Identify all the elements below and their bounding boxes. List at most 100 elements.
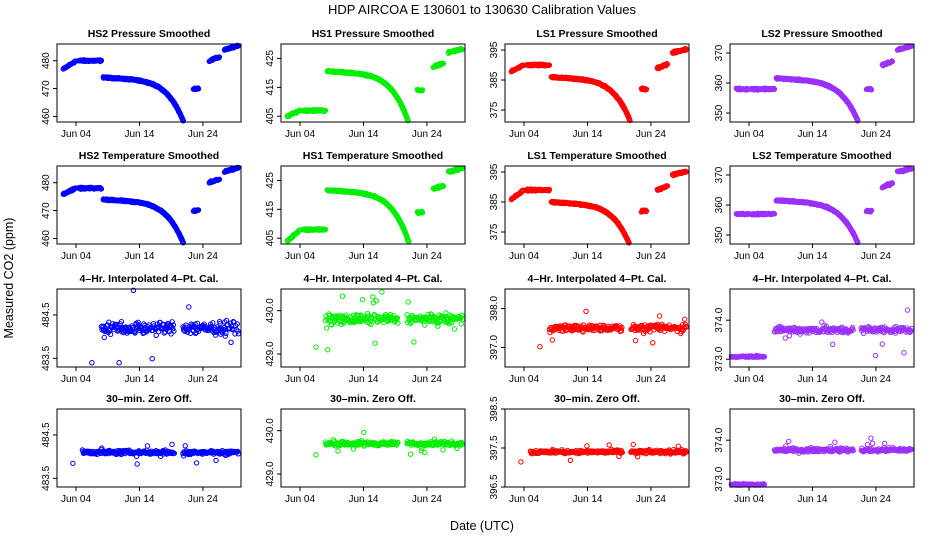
data-point: [632, 337, 639, 344]
y-tick-label: 370: [714, 44, 725, 61]
y-tick-label: 480: [41, 174, 52, 191]
panel-title: HS1 Temperature Smoothed: [303, 150, 443, 162]
x-tick-label: Jun 24: [636, 251, 666, 262]
x-tick-label: Jun 24: [412, 251, 442, 262]
panel-points: [728, 307, 915, 360]
x-tick-label: Jun 24: [412, 374, 442, 385]
data-point: [134, 461, 140, 467]
y-tick-label: 405: [265, 107, 276, 124]
data-point: [89, 360, 95, 366]
data-point: [868, 87, 875, 93]
data-point: [98, 57, 105, 64]
data-point: [228, 339, 234, 345]
x-tick-label: Jun 14: [124, 374, 154, 385]
panel-title: LS2 Temperature Smoothed: [752, 150, 891, 162]
y-tick-label: 425: [265, 172, 276, 189]
data-point: [379, 289, 385, 295]
panel-points: [733, 43, 914, 124]
data-point: [419, 87, 426, 93]
x-axis-label: Date (UTC): [450, 519, 514, 533]
data-point: [872, 352, 879, 359]
x-tick-label: Jun 14: [348, 374, 378, 385]
y-tick-label: 385: [489, 193, 500, 210]
y-tick-label: 405: [265, 229, 276, 246]
x-tick-label: Jun 24: [636, 374, 666, 385]
x-tick-label: Jun 14: [124, 251, 154, 262]
y-tick-label: 480: [41, 52, 52, 69]
data-point: [144, 443, 151, 449]
plot-frame: [56, 43, 242, 123]
x-tick-label: Jun 14: [797, 129, 827, 140]
data-point: [405, 118, 411, 124]
panel-title: HS2 Pressure Smoothed: [88, 28, 211, 40]
data-point: [323, 325, 330, 331]
panel-10: 4–Hr. Interpolated 4–Pt. Cal.397.0398.0J…: [489, 273, 690, 385]
data-point: [313, 344, 319, 350]
panel-8: 4–Hr. Interpolated 4–Pt. Cal.483.5484.5J…: [41, 273, 242, 385]
y-tick-label: 395: [489, 41, 500, 58]
data-point: [98, 186, 105, 192]
x-tick-label: Jun 04: [285, 374, 315, 385]
data-point: [370, 294, 376, 300]
panel-title: LS2 Pressure Smoothed: [761, 28, 882, 40]
y-tick-label: 425: [265, 50, 276, 67]
data-point: [116, 360, 122, 366]
data-point: [405, 299, 411, 305]
data-point: [682, 316, 688, 322]
y-tick-label: 429.0: [265, 341, 276, 366]
data-point: [683, 46, 689, 52]
x-tick-label: Jun 04: [734, 374, 764, 385]
panel-points: [508, 168, 689, 246]
y-tick-label: 370: [714, 166, 725, 183]
data-point: [359, 297, 366, 303]
panel-title: 4–Hr. Interpolated 4–Pt. Cal.: [528, 273, 667, 285]
panel-points: [733, 165, 914, 246]
y-tick-label: 375: [489, 223, 500, 240]
y-tick-label: 350: [714, 104, 725, 121]
x-tick-label: Jun 04: [509, 129, 539, 140]
panel-9: 4–Hr. Interpolated 4–Pt. Cal.429.0430.0J…: [265, 273, 466, 385]
x-tick-label: Jun 14: [572, 251, 602, 262]
data-point: [656, 313, 663, 319]
data-point: [537, 344, 543, 350]
data-point: [186, 304, 192, 310]
x-tick-label: Jun 24: [188, 129, 218, 140]
panel-title: HS2 Temperature Smoothed: [79, 150, 219, 162]
panel-points: [537, 308, 690, 350]
data-point: [195, 86, 202, 92]
y-tick-label: 483.5: [41, 345, 52, 370]
y-tick-label: 375: [489, 101, 500, 118]
x-tick-label: Jun 04: [509, 251, 539, 262]
y-tick-label: 397.0: [489, 335, 500, 360]
y-tick-label: 460: [41, 230, 52, 247]
x-tick-label: Jun 04: [61, 251, 91, 262]
data-point: [889, 58, 896, 65]
x-tick-label: Jun 14: [124, 129, 154, 140]
data-point: [546, 62, 553, 68]
data-point: [180, 240, 187, 246]
panel-title: 4–Hr. Interpolated 4–Pt. Cal.: [80, 273, 219, 285]
x-tick-label: Jun 14: [348, 251, 378, 262]
y-axis-label: Measured CO2 (ppm): [2, 218, 16, 339]
figure-title: HDP AIRCOA E 130601 to 130630 Calibratio…: [328, 2, 637, 17]
panel-points: [60, 164, 241, 246]
data-point: [322, 107, 329, 114]
y-tick-label: 360: [714, 196, 725, 213]
data-point: [830, 341, 836, 347]
y-tick-label: 415: [265, 79, 276, 96]
panel-points: [313, 289, 466, 353]
data-point: [583, 308, 589, 314]
x-tick-label: Jun 14: [348, 129, 378, 140]
panel-points: [89, 287, 242, 366]
data-point: [771, 86, 778, 93]
x-tick-label: Jun 04: [61, 374, 91, 385]
data-point: [149, 356, 155, 362]
y-tick-label: 374.0: [714, 307, 725, 332]
